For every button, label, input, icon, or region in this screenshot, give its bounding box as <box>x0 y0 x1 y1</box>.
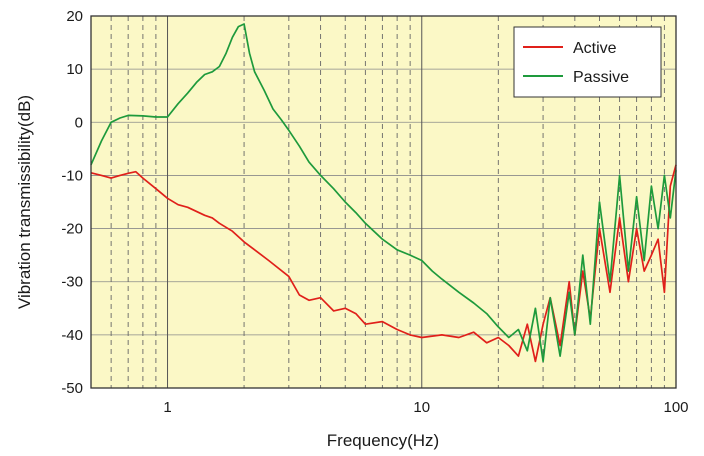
legend-label-active: Active <box>573 40 617 57</box>
y-tick-label: 20 <box>66 8 83 25</box>
series-line-passive <box>90 23 677 363</box>
y-tick-label: -30 <box>61 274 83 291</box>
legend: Active Passive <box>513 26 662 98</box>
x-axis-label: Frequency(Hz) <box>327 431 439 450</box>
legend-box <box>513 26 662 98</box>
y-tick-label: -50 <box>61 380 83 397</box>
legend-label-passive: Passive <box>573 69 629 86</box>
y-tick-label: 0 <box>75 114 83 131</box>
y-axis-label: Vibration transmissibility(dB) <box>15 95 34 309</box>
y-tick-label: -10 <box>61 167 83 184</box>
series-group <box>90 23 677 363</box>
y-tick-label: -20 <box>61 221 83 238</box>
y-tick-label: -40 <box>61 327 83 344</box>
x-tick-label: 100 <box>663 399 688 416</box>
grid <box>91 16 676 388</box>
x-tick-label: 1 <box>163 399 171 416</box>
x-tick-label: 10 <box>413 399 430 416</box>
y-tick-label: 10 <box>66 61 83 78</box>
series-line-active <box>90 164 677 363</box>
plot-frame <box>90 15 677 389</box>
